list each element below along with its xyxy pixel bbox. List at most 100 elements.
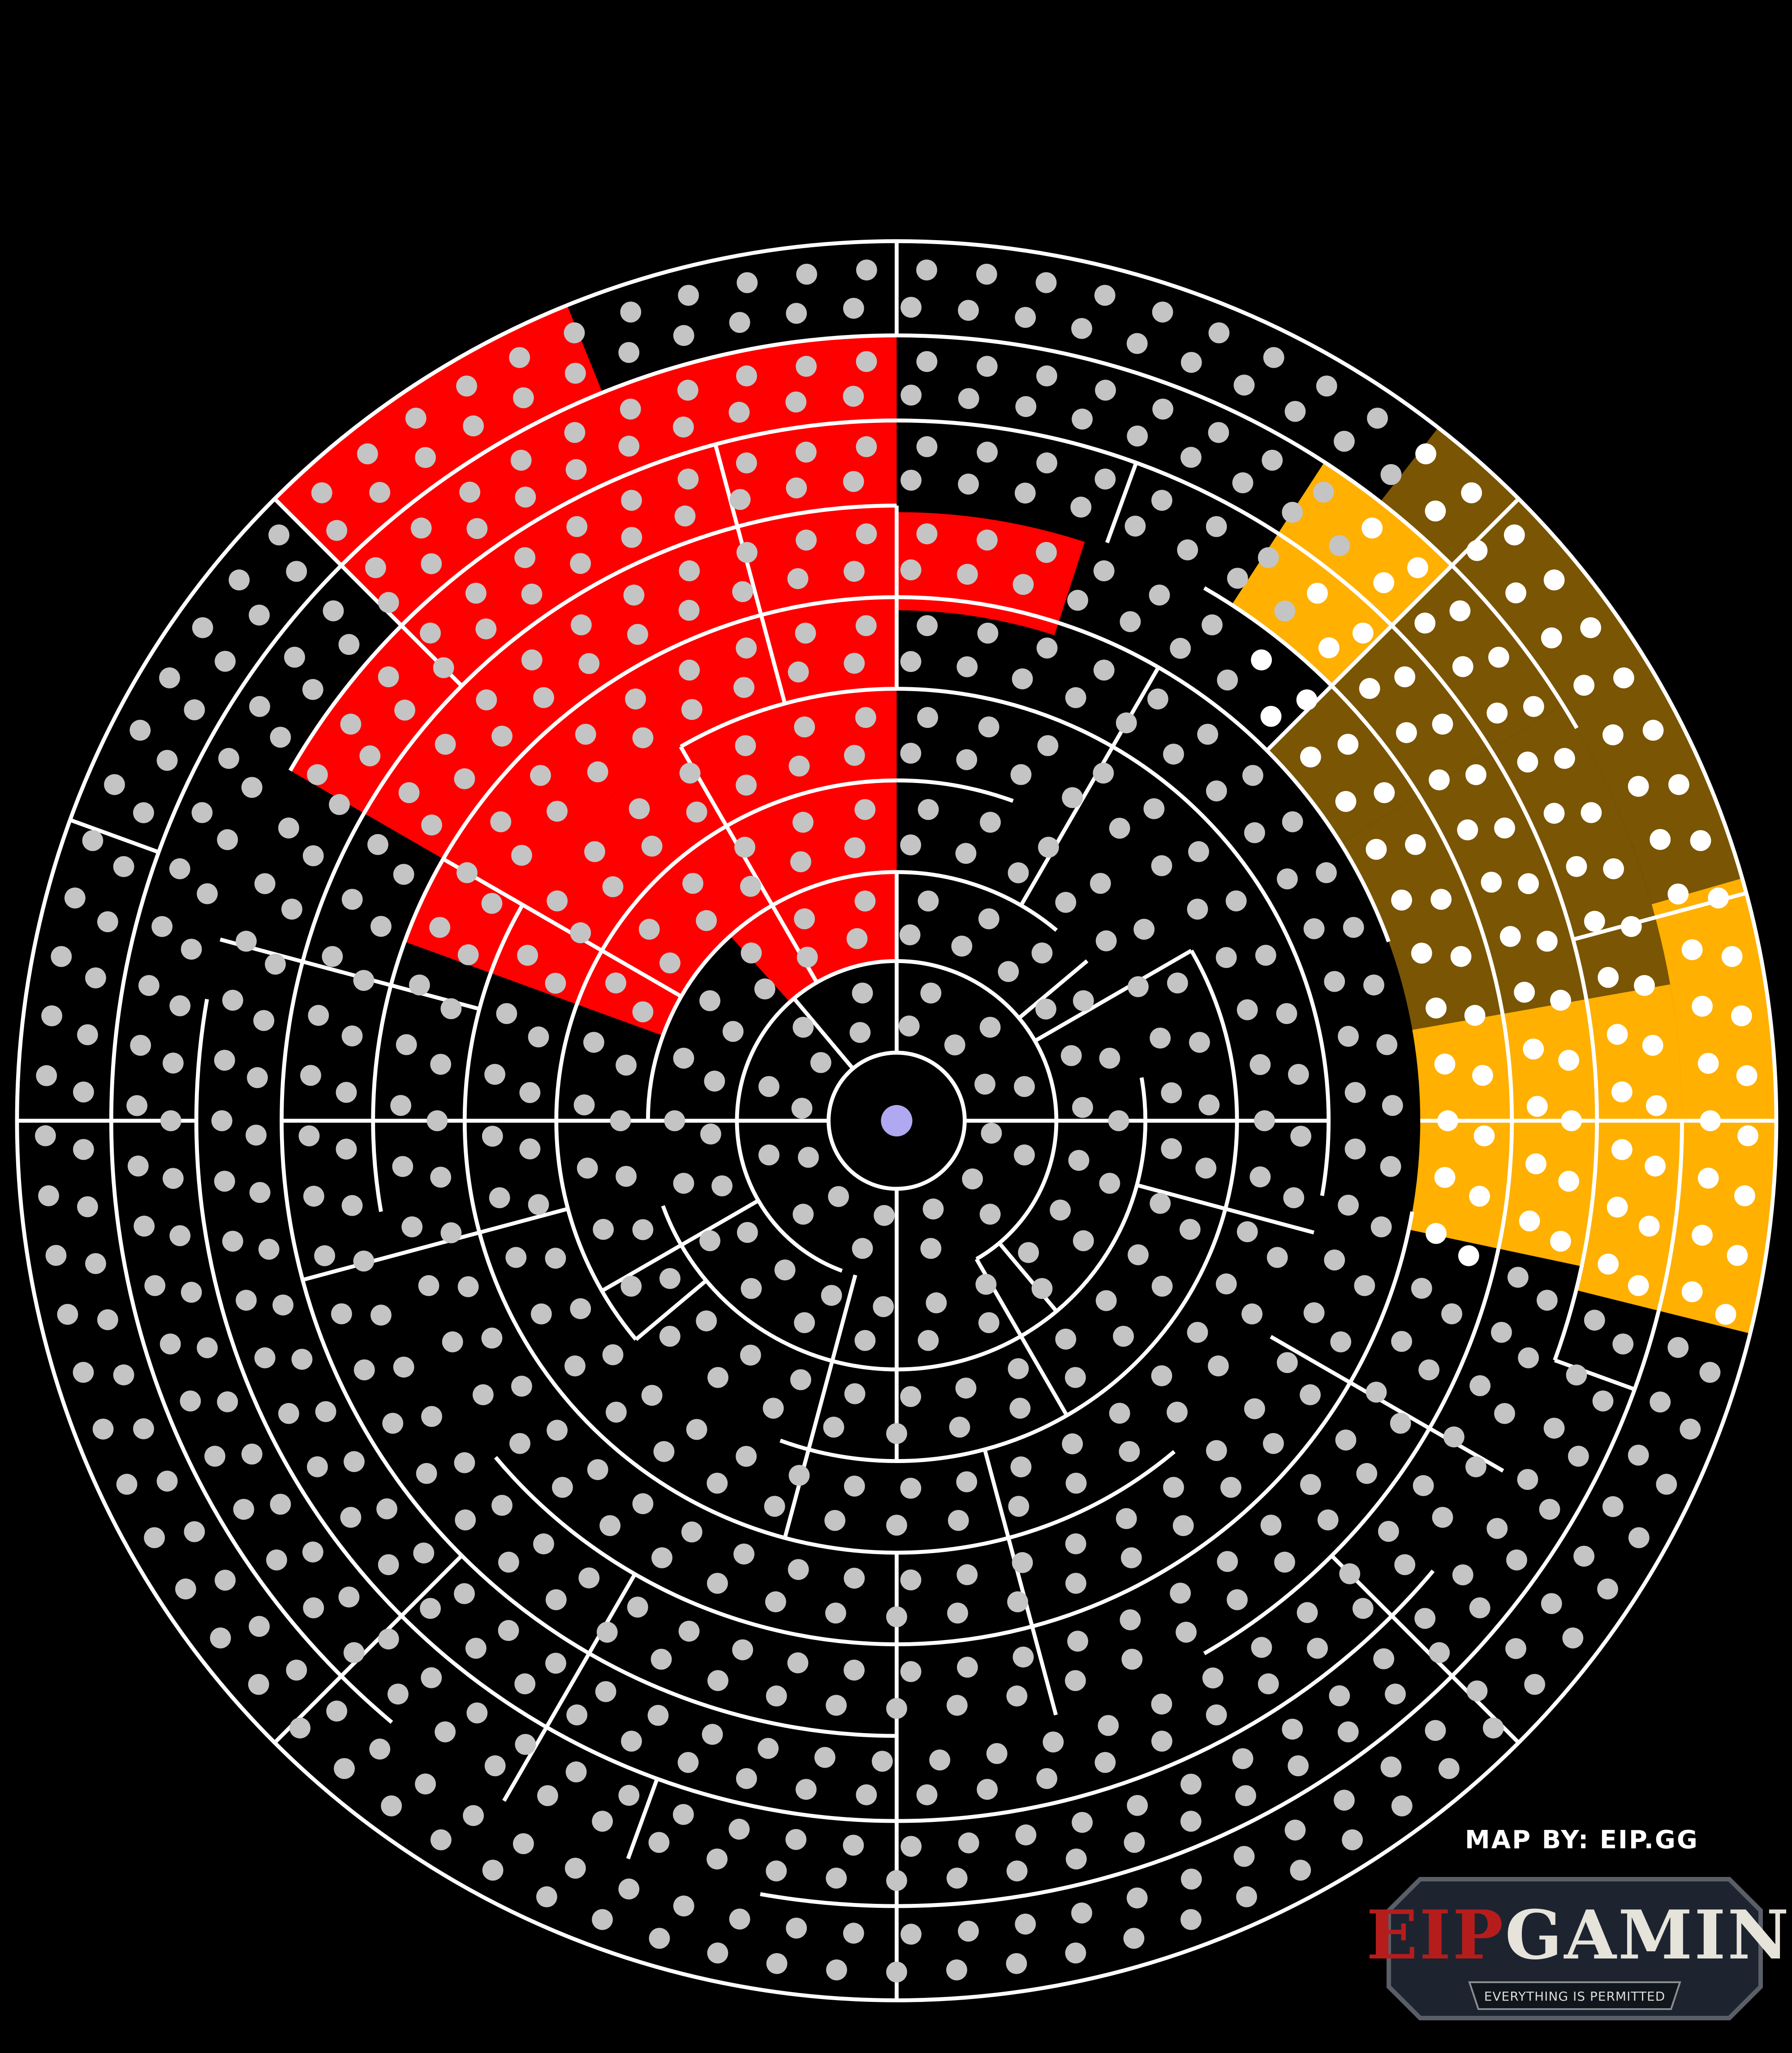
radial-wall — [601, 1199, 759, 1293]
map-dot — [977, 622, 999, 644]
map-dot — [843, 297, 864, 319]
map-dot — [547, 890, 568, 912]
map-dot — [1124, 1832, 1145, 1853]
map-dot — [1307, 582, 1328, 604]
map-dot — [180, 1390, 201, 1412]
map-dot — [181, 1282, 202, 1303]
map-dot — [1568, 1446, 1589, 1467]
map-dot — [957, 564, 978, 585]
map-dot — [415, 1773, 436, 1795]
map-dot — [77, 1196, 98, 1218]
map-dot — [1206, 1704, 1227, 1726]
map-dot — [169, 1225, 191, 1246]
map-dot — [826, 1868, 847, 1889]
map-dot — [343, 1642, 365, 1663]
map-dot — [977, 441, 998, 463]
map-dot — [653, 1441, 675, 1462]
map-dot — [916, 259, 937, 281]
map-dot — [340, 714, 362, 735]
map-dot — [1284, 1819, 1306, 1841]
map-dot — [381, 1795, 402, 1816]
map-dot — [519, 1082, 541, 1103]
map-dot — [519, 1138, 541, 1160]
map-dot — [1481, 872, 1502, 893]
map-dot — [36, 1065, 57, 1086]
map-dot — [1260, 706, 1282, 727]
map-dot — [1668, 774, 1689, 795]
map-dot — [918, 799, 939, 820]
map-dot — [357, 443, 378, 465]
map-dot — [900, 1569, 922, 1591]
map-dot — [482, 1859, 504, 1881]
center-marker-icon — [881, 1105, 913, 1136]
map-dot — [796, 263, 817, 285]
logo-tagline: EVERYTHING IS PERMITTED — [1484, 1989, 1666, 2004]
map-dot — [1008, 862, 1029, 883]
ring-wall — [371, 595, 897, 1212]
map-dot — [1734, 1185, 1755, 1206]
map-dot — [978, 716, 999, 738]
map-dot — [1006, 1953, 1027, 1974]
map-dot — [405, 408, 426, 429]
map-dot — [1093, 560, 1115, 581]
map-dot — [1290, 1126, 1312, 1147]
map-dot — [184, 1521, 205, 1542]
map-dot — [679, 560, 700, 581]
map-dot — [1090, 873, 1111, 894]
ring-wall — [896, 870, 1058, 932]
gold-region — [1232, 462, 1452, 686]
map-dot — [1634, 975, 1655, 996]
map-dot — [1010, 764, 1032, 785]
map-dot — [421, 814, 442, 836]
map-dot — [1014, 1144, 1035, 1166]
map-dot — [1335, 791, 1357, 812]
map-dot — [1413, 1475, 1434, 1496]
map-dot — [376, 1498, 397, 1519]
map-dot — [1699, 1362, 1721, 1383]
map-dot — [1071, 1902, 1092, 1924]
map-dot — [1543, 1417, 1565, 1439]
map-dot — [621, 1730, 642, 1752]
map-dot — [1126, 333, 1148, 354]
map-dot — [1550, 1231, 1571, 1252]
map-dot — [1458, 1245, 1479, 1266]
map-dot — [788, 661, 809, 683]
map-dot — [1072, 409, 1093, 430]
map-dot — [1329, 535, 1350, 556]
map-dot — [1208, 322, 1230, 344]
map-dot — [1366, 1382, 1387, 1403]
map-dot — [1288, 1755, 1309, 1777]
radial-wall — [713, 443, 787, 704]
map-dot — [886, 1515, 907, 1536]
map-dot — [855, 707, 876, 728]
map-dot — [159, 667, 180, 689]
map-dot — [618, 342, 640, 363]
map-dot — [900, 559, 922, 581]
map-dot — [1258, 1673, 1279, 1695]
map-dot — [1036, 365, 1057, 387]
map-dot — [1656, 1474, 1677, 1495]
logo-wordmark: EIPGAMING — [1366, 1895, 1792, 1976]
ring-wall — [646, 870, 897, 1121]
map-dot — [270, 727, 291, 748]
map-dot — [1584, 1309, 1605, 1331]
map-dot — [1324, 1249, 1345, 1271]
red-region — [405, 732, 730, 1036]
map-dot — [370, 1304, 392, 1326]
map-dot — [1359, 678, 1380, 699]
map-dot — [491, 1495, 513, 1516]
map-dot — [951, 935, 973, 957]
map-dot — [35, 1125, 56, 1146]
map-dot — [1697, 1167, 1719, 1189]
map-dot — [722, 1021, 744, 1042]
map-dot — [729, 1908, 750, 1930]
map-dot — [814, 1747, 836, 1768]
map-dot — [509, 1433, 530, 1454]
map-dot — [1036, 1768, 1057, 1789]
map-dot — [1690, 830, 1711, 851]
map-dot — [1550, 990, 1571, 1011]
map-dot — [1202, 614, 1223, 636]
map-dot — [390, 1095, 411, 1116]
map-dot — [1151, 1365, 1172, 1386]
map-dot — [1573, 1545, 1595, 1567]
